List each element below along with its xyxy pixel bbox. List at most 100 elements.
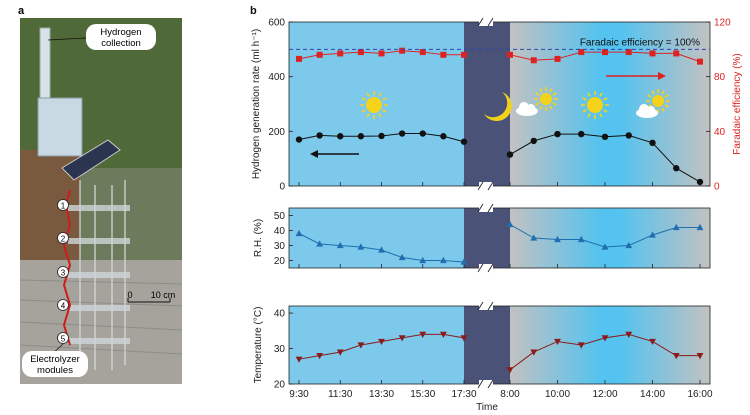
sun-icon-ray [603,97,608,101]
axis-break-gap [479,380,493,388]
night-band [464,306,510,384]
y-axis-label: R.H. (%) [253,219,264,257]
right-axis-arrow-head [658,72,666,80]
data-point-triangle-down [357,342,365,349]
sun-icon-ray [382,97,387,101]
sun-icon-ray [552,92,557,96]
sun-icon-ray [582,97,587,101]
axis-break-mark [477,181,484,191]
sun-icon-ray [582,109,587,113]
panel-a-photo: a 1 2 3 4 5 Hydrogen collection E [18,5,183,384]
sun-icon-disc [587,97,603,113]
sun-icon-disc [366,97,382,113]
x-axis-label: Time [476,402,498,413]
sun-icon-ray [378,92,382,97]
data-point-triangle-down [398,335,406,342]
plot-frame [288,21,711,187]
y-tick-label: 40 [274,309,286,320]
module-number-3: 3 [61,269,66,278]
day1-background [289,208,464,268]
axis-break-mark [477,203,484,213]
data-point-square [399,47,406,54]
red-wire [62,189,72,346]
module-number-4: 4 [61,302,66,311]
sun-icon-ray [603,109,608,113]
y-axis-label: Hydrogen generation rate (ml h⁻¹) [251,29,262,179]
data-point-square [357,49,364,56]
night-band [464,22,510,186]
axis-break-gap [479,204,493,212]
scale-bar-zero: 0 [127,290,132,300]
data-point-triangle-down [601,335,609,342]
sun-icon-ray [361,97,366,101]
x-tick-label: 12:00 [592,389,617,400]
graduated-cylinder [39,27,51,99]
x-tick-label: 10:00 [545,389,570,400]
solar-panel [61,139,121,181]
data-point-triangle-down [439,331,447,338]
y2-tick-label: 80 [714,72,726,83]
data-point-circle [440,133,447,140]
plot-frame [288,305,711,385]
data-point-square [649,50,656,57]
sun-icon-ray [382,109,387,113]
data-point-circle [649,139,656,147]
axis-break-gap [479,182,493,190]
data-point-square [419,49,426,56]
data-point-triangle-up [419,256,427,264]
sun-icon-ray [535,92,540,96]
sun-icon [581,91,609,119]
data-point-square [461,51,467,58]
axis-break-mark [477,301,484,311]
data-point-triangle-up [625,241,633,249]
data-point-square [337,50,344,57]
axis-break-gap [479,18,493,26]
data-point-circle [357,133,365,140]
data-point-triangle-up [439,256,447,264]
sun-icon-ray [599,113,603,118]
data-point-circle [506,151,514,158]
data-point-square [697,58,703,65]
sun-icon-ray [664,94,669,98]
faradaic-efficiency-annotation: Faradaic efficiency = 100% [580,37,700,48]
data-point-triangle-up [398,253,406,261]
data-point-square [440,51,447,58]
sun-icon-ray [539,105,543,110]
module-number-2: 2 [61,235,66,244]
data-point-triangle-down [530,349,538,356]
data-point-triangle-up [530,234,538,241]
sun-icon-ray [552,102,557,106]
y2-tick-label: 0 [714,182,720,193]
axis-break-mark [487,379,494,389]
y-axis-label: Temperature (°C) [253,307,264,384]
sun-icon [360,91,388,119]
data-point-square [625,49,632,56]
x-tick-label: 14:00 [640,389,665,400]
axis-break-mark [487,181,494,191]
data-point-triangle-down [295,356,303,363]
data-point-circle [316,132,323,139]
data-point-square [673,50,680,57]
data-point-circle [460,138,468,145]
data-point-triangle-down [419,331,427,338]
y-tick-label: 20 [274,256,286,267]
data-point-square [578,49,585,56]
data-point-square [507,51,513,58]
cloud-icon-puff [639,104,649,114]
data-point-circle [337,133,344,140]
panel-a-label: a [18,5,25,17]
cloud-icon-puff [647,106,655,114]
data-point-square [530,57,537,64]
x-tick-label: 13:30 [369,389,394,400]
cloud-icon [516,102,538,116]
data-point-square [296,55,302,62]
sun-icon-ray [361,109,366,113]
cloud-icon [636,104,658,118]
data-point-square [316,51,323,58]
data-point-triangle-up [672,223,680,231]
sun-icon-ray [661,107,665,112]
data-point-triangle-up [460,258,468,265]
data-point-circle [601,133,609,140]
data-point-triangle-up [601,243,609,250]
